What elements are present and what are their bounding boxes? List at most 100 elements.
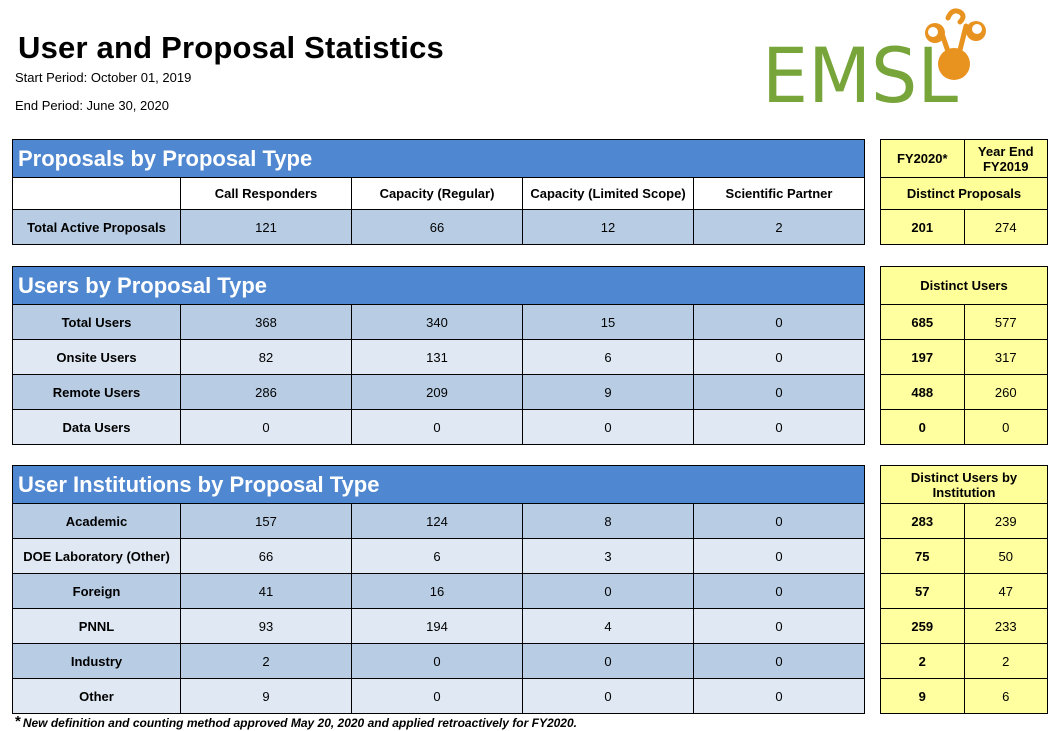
table-cell: 16 [351, 573, 523, 609]
row-label: Remote Users [12, 374, 181, 410]
table-cell: 0 [692, 503, 866, 539]
table-cell: 12 [522, 209, 694, 245]
proposals-table: Proposals by Proposal Type Call Responde… [11, 139, 866, 245]
col-header: Call Responders [180, 177, 352, 210]
table-row: Remote Users 286 209 9 0 [12, 374, 866, 410]
table-row: Data Users 0 0 0 0 [12, 409, 866, 445]
col-header: Scientific Partner [692, 177, 866, 210]
table-cell: 121 [180, 209, 352, 245]
row-label: Foreign [12, 573, 181, 609]
table-cell: 2 [963, 643, 1049, 679]
table-cell: 0 [880, 409, 965, 445]
table-cell: 0 [692, 374, 866, 410]
table-cell: 15 [522, 304, 694, 340]
table-row: Other 9 0 0 0 [12, 678, 866, 714]
row-label: Industry [12, 643, 181, 679]
table-cell: 4 [522, 608, 694, 644]
table-cell: 2 [880, 643, 965, 679]
table-cell: 6 [522, 339, 694, 375]
table-cell: 0 [522, 643, 694, 679]
table-cell: 209 [351, 374, 523, 410]
table-cell: 0 [351, 643, 523, 679]
table-cell: 260 [963, 374, 1049, 410]
table-cell: 2 [180, 643, 352, 679]
institutions-table: User Institutions by Proposal Type Acade… [11, 465, 866, 714]
col-header: Capacity (Limited Scope) [522, 177, 694, 210]
table-cell: 274 [963, 209, 1048, 245]
table-cell: 0 [522, 678, 694, 714]
row-label: DOE Laboratory (Other) [12, 538, 181, 574]
table-cell: 9 [180, 678, 352, 714]
users-section-title: Users by Proposal Type [11, 266, 866, 305]
table-cell: 283 [880, 503, 965, 539]
table-cell: 2 [692, 209, 866, 245]
table-cell: 317 [963, 339, 1049, 375]
distinct-proposals-table: FY2020* Year End FY2019 Distinct Proposa… [880, 139, 1048, 245]
table-cell: 197 [880, 339, 965, 375]
proposals-section-title: Proposals by Proposal Type [11, 139, 866, 178]
table-cell: 9 [880, 678, 965, 714]
table-row: Foreign 41 16 0 0 [12, 573, 866, 609]
table-row: PNNL 93 194 4 0 [12, 608, 866, 644]
table-cell: 0 [963, 409, 1049, 445]
table-cell: 0 [692, 409, 866, 445]
table-cell: 233 [963, 608, 1049, 644]
row-label: Total Active Proposals [12, 209, 181, 245]
table-cell: 0 [692, 678, 866, 714]
col-header: Capacity (Regular) [351, 177, 523, 210]
table-cell: 577 [963, 304, 1049, 340]
table-row: Industry 2 0 0 0 [12, 643, 866, 679]
table-cell: 47 [963, 573, 1049, 609]
table-cell: 157 [180, 503, 352, 539]
row-label: Academic [12, 503, 181, 539]
table-cell: 0 [692, 538, 866, 574]
distinct-institutions-header: Distinct Users by Institution [879, 465, 1049, 504]
footnote-star: * [15, 713, 21, 730]
table-cell: 66 [180, 538, 352, 574]
table-cell: 57 [880, 573, 965, 609]
footnote-text: New definition and counting method appro… [22, 716, 577, 730]
page-title: User and Proposal Statistics [18, 30, 444, 65]
footnote: * New definition and counting method appr… [15, 713, 577, 730]
table-row: Onsite Users 82 131 6 0 [12, 339, 866, 375]
logo-text: EMSL [762, 31, 959, 120]
table-cell: 6 [351, 538, 523, 574]
table-cell: 131 [351, 339, 523, 375]
table-cell: 0 [522, 573, 694, 609]
emsl-logo: EMSL [760, 6, 1000, 114]
table-cell: 0 [180, 409, 352, 445]
table-cell: 124 [351, 503, 523, 539]
table-cell: 9 [522, 374, 694, 410]
row-label: Total Users [12, 304, 181, 340]
table-cell: 0 [692, 643, 866, 679]
table-cell: 239 [963, 503, 1049, 539]
row-label: Data Users [12, 409, 181, 445]
users-table: Users by Proposal Type Total Users 368 3… [11, 266, 866, 445]
table-cell: 340 [351, 304, 523, 340]
table-row: Academic 157 124 8 0 [12, 503, 866, 539]
table-cell: 75 [880, 538, 965, 574]
table-cell: 50 [963, 538, 1049, 574]
distinct-users-header: Distinct Users [879, 266, 1049, 305]
table-cell: 6 [963, 678, 1049, 714]
table-cell: 286 [180, 374, 352, 410]
row-label: Onsite Users [12, 339, 181, 375]
table-cell: 201 [880, 209, 965, 245]
table-cell: 368 [180, 304, 352, 340]
distinct-users-table: Distinct Users 685 577 197 317 488 260 0… [879, 266, 1049, 445]
end-period: End Period: June 30, 2020 [15, 98, 169, 113]
table-cell: 66 [351, 209, 523, 245]
row-label: PNNL [12, 608, 181, 644]
table-row: Total Users 368 340 15 0 [12, 304, 866, 340]
table-cell: 93 [180, 608, 352, 644]
table-cell: 488 [880, 374, 965, 410]
institutions-section-title: User Institutions by Proposal Type [11, 465, 866, 504]
table-cell: 8 [522, 503, 694, 539]
table-cell: 259 [880, 608, 965, 644]
fy2020-header: FY2020* [880, 139, 965, 178]
table-cell: 0 [522, 409, 694, 445]
table-cell: 0 [351, 678, 523, 714]
distinct-institutions-table: Distinct Users by Institution 283 239 75… [879, 465, 1049, 714]
molecule-icon [925, 8, 986, 80]
table-row: Total Active Proposals 121 66 12 2 [12, 209, 866, 245]
